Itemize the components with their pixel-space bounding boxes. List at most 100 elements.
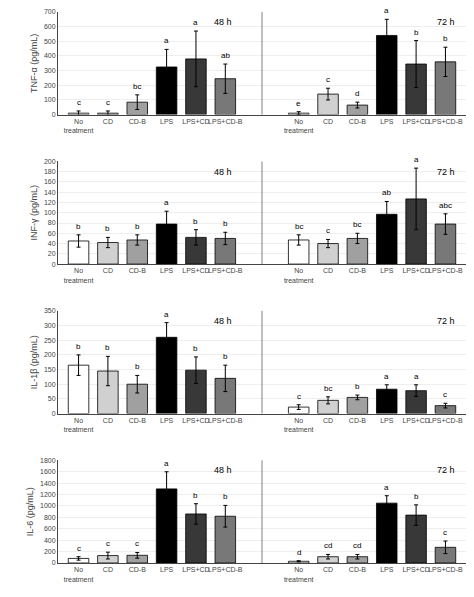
svg-text:b: b: [105, 343, 110, 352]
svg-text:1400: 1400: [40, 480, 56, 487]
svg-text:CD-B: CD-B: [129, 267, 146, 274]
svg-text:Notreatment: Notreatment: [64, 566, 94, 582]
svg-text:IL-1β (pg/mL): IL-1β (pg/mL): [29, 335, 39, 389]
svg-text:150: 150: [44, 366, 56, 373]
svg-text:b: b: [414, 28, 419, 37]
svg-text:LPS+CD-B: LPS+CD-B: [428, 118, 463, 125]
svg-text:LPS+CD-B: LPS+CD-B: [208, 566, 243, 573]
svg-text:Notreatment: Notreatment: [284, 417, 314, 433]
svg-text:b: b: [223, 492, 228, 501]
svg-text:60: 60: [48, 230, 56, 237]
svg-text:CD-B: CD-B: [349, 118, 366, 125]
svg-text:a: a: [384, 483, 389, 492]
svg-text:200: 200: [44, 351, 56, 358]
svg-text:a: a: [164, 310, 169, 319]
svg-text:Notreatment: Notreatment: [64, 417, 94, 433]
svg-text:TNF-α (pg/mL): TNF-α (pg/mL): [29, 34, 39, 93]
svg-text:a: a: [164, 459, 169, 468]
svg-text:a: a: [414, 155, 419, 164]
svg-text:0: 0: [52, 559, 56, 566]
svg-text:48 h: 48 h: [214, 316, 232, 326]
svg-text:LPS+CD: LPS+CD: [182, 566, 209, 573]
svg-text:LPS+CD: LPS+CD: [402, 267, 429, 274]
svg-text:CD-B: CD-B: [129, 118, 146, 125]
svg-text:c: c: [326, 226, 330, 235]
svg-text:500: 500: [44, 38, 56, 45]
svg-text:bc: bc: [353, 220, 361, 229]
svg-text:b: b: [135, 222, 140, 231]
svg-text:a: a: [384, 6, 389, 15]
svg-text:b: b: [414, 492, 419, 501]
svg-text:72 h: 72 h: [437, 465, 455, 475]
svg-text:ab: ab: [382, 188, 391, 197]
svg-text:LPS+CD-B: LPS+CD-B: [208, 267, 243, 274]
svg-text:IL-6 (pg/mL): IL-6 (pg/mL): [25, 487, 35, 536]
svg-text:1200: 1200: [40, 491, 56, 498]
svg-text:CD: CD: [323, 417, 333, 424]
svg-text:LPS+CD: LPS+CD: [182, 267, 209, 274]
svg-text:c: c: [326, 75, 330, 84]
svg-text:800: 800: [44, 514, 56, 521]
svg-text:ab: ab: [221, 51, 230, 60]
svg-text:CD: CD: [103, 566, 113, 573]
svg-text:72 h: 72 h: [437, 17, 455, 27]
svg-text:b: b: [76, 342, 81, 351]
svg-text:200: 200: [44, 548, 56, 555]
svg-text:e: e: [296, 99, 301, 108]
svg-text:200: 200: [44, 158, 56, 165]
svg-text:b: b: [223, 352, 228, 361]
svg-text:CD-B: CD-B: [349, 417, 366, 424]
svg-text:CD-B: CD-B: [349, 566, 366, 573]
svg-text:LPS+CD: LPS+CD: [402, 566, 429, 573]
svg-text:Notreatment: Notreatment: [64, 267, 94, 283]
svg-text:abc: abc: [439, 201, 452, 210]
svg-text:120: 120: [44, 199, 56, 206]
svg-text:140: 140: [44, 189, 56, 196]
svg-text:CD-B: CD-B: [129, 417, 146, 424]
svg-text:a: a: [414, 372, 419, 381]
svg-text:LPS: LPS: [380, 118, 394, 125]
svg-text:0: 0: [52, 261, 56, 268]
svg-text:CD: CD: [103, 417, 113, 424]
svg-text:a: a: [384, 372, 389, 381]
svg-text:c: c: [297, 392, 301, 401]
svg-text:Notreatment: Notreatment: [284, 118, 314, 134]
svg-text:CD-B: CD-B: [349, 267, 366, 274]
svg-text:CD: CD: [103, 267, 113, 274]
svg-text:Notreatment: Notreatment: [284, 566, 314, 582]
svg-text:a: a: [193, 18, 198, 27]
svg-text:c: c: [106, 539, 110, 548]
svg-text:CD: CD: [323, 267, 333, 274]
svg-text:bc: bc: [133, 82, 141, 91]
svg-text:LPS+CD-B: LPS+CD-B: [208, 417, 243, 424]
svg-text:bc: bc: [324, 384, 332, 393]
svg-text:400: 400: [44, 52, 56, 59]
svg-text:b: b: [105, 224, 110, 233]
svg-text:48 h: 48 h: [214, 17, 232, 27]
svg-text:LPS+CD: LPS+CD: [182, 417, 209, 424]
svg-text:300: 300: [44, 322, 56, 329]
svg-text:INF-γ (pg/mL): INF-γ (pg/mL): [29, 185, 39, 241]
svg-text:40: 40: [48, 240, 56, 247]
svg-text:700: 700: [44, 8, 56, 15]
svg-text:LPS: LPS: [160, 118, 174, 125]
svg-text:LPS: LPS: [380, 566, 394, 573]
svg-text:0: 0: [52, 410, 56, 417]
svg-text:LPS+CD-B: LPS+CD-B: [428, 417, 463, 424]
svg-text:d: d: [297, 548, 301, 557]
svg-text:250: 250: [44, 337, 56, 344]
svg-text:160: 160: [44, 178, 56, 185]
svg-text:72 h: 72 h: [437, 167, 455, 177]
svg-text:LPS: LPS: [160, 566, 174, 573]
svg-text:72 h: 72 h: [437, 316, 455, 326]
svg-text:CD-B: CD-B: [129, 566, 146, 573]
svg-text:b: b: [76, 222, 81, 231]
svg-text:c: c: [77, 544, 81, 553]
svg-text:cd: cd: [324, 541, 332, 550]
svg-text:LPS+CD: LPS+CD: [182, 118, 209, 125]
svg-text:d: d: [355, 89, 359, 98]
svg-text:180: 180: [44, 168, 56, 175]
svg-text:100: 100: [44, 381, 56, 388]
svg-text:c: c: [106, 98, 110, 107]
svg-text:CD: CD: [323, 118, 333, 125]
